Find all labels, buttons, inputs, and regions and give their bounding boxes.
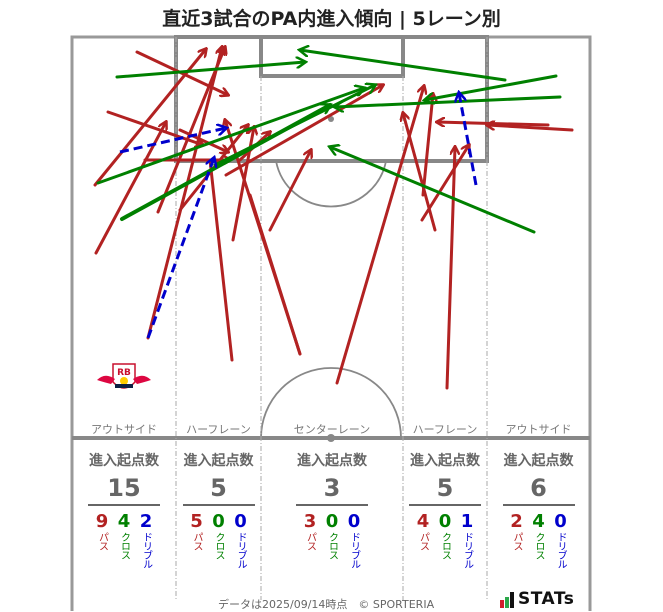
dribble-label: ドリブル [140,532,152,568]
dribble-label: ドリブル [461,532,473,568]
stat-col-center: 進入起点数 3 3 パス 0 クロス 0 ドリブル [261,450,403,568]
stat-header: 進入起点数 [297,453,367,469]
cross-label: クロス [439,532,451,559]
stat-header: 進入起点数 [503,453,574,469]
pass-count: 2 [510,511,523,532]
dribble-count: 2 [139,511,153,532]
lane-label-halfspace-left: ハーフレーン [186,423,251,436]
cross-count: 4 [117,511,131,532]
stats-logo-text: STATs [518,589,575,609]
stat-total: 5 [182,474,255,506]
lane-label-halfspace-right: ハーフレーン [412,423,478,436]
stat-total: 6 [502,474,575,506]
cross-count: 4 [532,511,545,532]
cross-label: クロス [118,532,130,559]
pass-label: パス [96,532,108,550]
dribble-arrows [119,93,478,339]
footer-credit: データは2025/09/14時点 © SPORTERIA [218,598,435,611]
dribble-count: 0 [554,511,567,532]
cross-label: クロス [213,532,224,559]
stat-header: 進入起点数 [410,453,480,469]
pass-label: パス [417,532,429,550]
pass-count: 4 [416,511,430,532]
stat-header: 進入起点数 [89,453,159,469]
stat-total: 15 [88,474,160,506]
dribble-count: 0 [234,511,247,532]
pass-count: 5 [190,511,203,532]
pass-label: パス [304,532,316,550]
crest-text: RB [117,368,131,378]
cross-label: クロス [326,532,338,559]
pass-count: 3 [303,511,317,532]
stats-logo: STATs [500,590,574,608]
pass-label: パス [191,532,202,550]
stat-col-halfspace-left: 進入起点数 5 5 パス 0 クロス 0 ドリブル [176,450,261,568]
cross-count: 0 [325,511,339,532]
dribble-count: 0 [347,511,361,532]
stat-total: 5 [409,474,481,506]
team-crest: RB [95,362,153,400]
stat-total: 3 [296,474,368,506]
pitch-lines [70,35,592,611]
cross-label: クロス [533,532,544,559]
dribble-label: ドリブル [555,532,566,568]
stat-col-outside-left: 進入起点数 15 9 パス 4 クロス 2 ドリブル [72,450,176,568]
stat-col-halfspace-right: 進入起点数 5 4 パス 0 クロス 1 ドリブル [403,450,487,568]
dribble-label: ドリブル [235,532,246,568]
pass-count: 9 [95,511,109,532]
chart-title: 直近3試合のPA内進入傾向 | 5レーン別 [162,8,501,30]
lane-label-center: センターレーン [293,423,371,436]
lane-label-outside-right: アウトサイド [505,423,572,436]
dribble-count: 1 [460,511,474,532]
lane-label-outside-left: アウトサイド [91,423,157,436]
stat-header: 進入起点数 [183,453,254,469]
pass-label: パス [511,532,522,550]
cross-arrows [96,50,562,234]
cross-count: 0 [438,511,452,532]
cross-count: 0 [212,511,225,532]
dribble-label: ドリブル [348,532,360,568]
bar-chart-icon [500,592,514,608]
stat-col-outside-right: 進入起点数 6 2 パス 4 クロス 0 ドリブル [487,450,590,568]
